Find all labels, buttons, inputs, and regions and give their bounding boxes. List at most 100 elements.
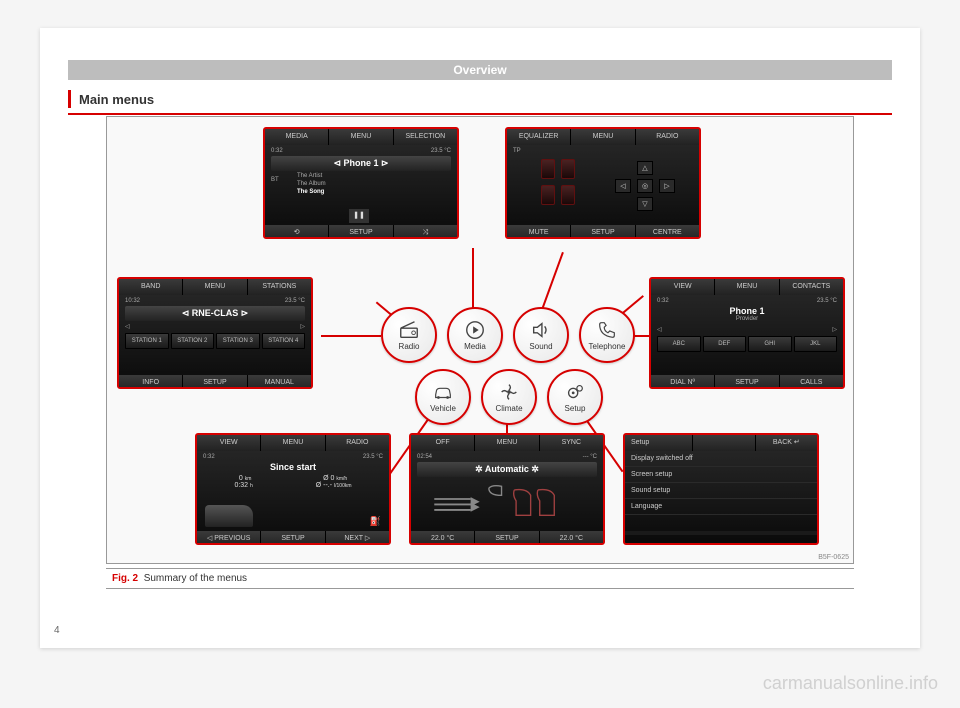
provider: Provider bbox=[657, 316, 837, 324]
tab[interactable]: SETUP bbox=[261, 531, 325, 545]
key[interactable]: GHI bbox=[748, 336, 792, 352]
page-number: 4 bbox=[54, 625, 60, 636]
tab[interactable]: MENU bbox=[475, 435, 539, 451]
artist: The Artist bbox=[297, 173, 451, 181]
screen-vehicle: VIEW MENU RADIO 0:3223.5 °C Since start … bbox=[195, 433, 391, 545]
menu-label: Climate bbox=[495, 404, 522, 413]
preset[interactable]: STATION 4 bbox=[262, 333, 306, 349]
tab[interactable]: SETUP bbox=[329, 225, 393, 239]
tab[interactable]: SELECTION bbox=[394, 129, 457, 145]
menu-media[interactable]: Media bbox=[447, 307, 503, 363]
temp-left[interactable]: 22.0 °C bbox=[411, 531, 475, 545]
image-code: B5F-0625 bbox=[818, 554, 849, 561]
tab[interactable]: EQUALIZER bbox=[507, 129, 571, 145]
screen-media: MEDIA MENU SELECTION 0:3223.5 °C ⊲ Phone… bbox=[263, 127, 459, 239]
title-row: Main menus bbox=[68, 90, 892, 108]
time: 10:32 bbox=[125, 298, 140, 304]
tab[interactable]: CALLS bbox=[780, 375, 843, 389]
next-icon[interactable]: ▷ bbox=[300, 323, 305, 330]
tab[interactable]: SETUP bbox=[183, 375, 247, 389]
car-icon bbox=[432, 381, 454, 403]
next-icon[interactable]: ▷ bbox=[832, 326, 837, 333]
preset[interactable]: STATION 2 bbox=[171, 333, 215, 349]
temp-right[interactable]: 22.0 °C bbox=[540, 531, 603, 545]
menu-vehicle[interactable]: Vehicle bbox=[415, 369, 471, 425]
tab[interactable]: SETUP bbox=[571, 225, 635, 239]
watermark: carmanualsonline.info bbox=[763, 673, 938, 694]
climate-icon bbox=[498, 381, 520, 403]
fuel-icon: ⛽ bbox=[370, 516, 381, 527]
tab[interactable]: RADIO bbox=[636, 129, 699, 145]
tab[interactable]: ◁ PREVIOUS bbox=[197, 531, 261, 545]
key[interactable]: DEF bbox=[703, 336, 747, 352]
temp: 23.5 °C bbox=[363, 454, 383, 460]
tab[interactable]: CONTACTS bbox=[780, 279, 843, 295]
tab[interactable]: BAND bbox=[119, 279, 183, 295]
tab[interactable]: DIAL Nº bbox=[651, 375, 715, 389]
repeat-icon[interactable]: ⟲ bbox=[265, 225, 329, 239]
tab[interactable]: OFF bbox=[411, 435, 475, 451]
tab[interactable]: SYNC bbox=[540, 435, 603, 451]
menu-climate[interactable]: Climate bbox=[481, 369, 537, 425]
tab[interactable]: SETUP bbox=[475, 531, 539, 545]
tab[interactable]: MUTE bbox=[507, 225, 571, 239]
menu-label: Media bbox=[464, 342, 486, 351]
screen-sound: EQUALIZER MENU RADIO TP △ ◁ ◎ ▷ ▽ bbox=[505, 127, 701, 239]
setup-item[interactable]: Display switched off bbox=[625, 451, 817, 467]
tab[interactable]: INFO bbox=[119, 375, 183, 389]
tab[interactable]: RADIO bbox=[326, 435, 389, 451]
tab[interactable]: MENU bbox=[571, 129, 635, 145]
shuffle-icon[interactable]: ⤨ bbox=[394, 225, 457, 239]
tab[interactable]: SETUP bbox=[715, 375, 779, 389]
figure-text: Summary of the menus bbox=[144, 573, 247, 584]
preset[interactable]: STATION 1 bbox=[125, 333, 169, 349]
bt-icon: BT bbox=[271, 177, 279, 183]
tp: TP bbox=[513, 148, 521, 154]
menu-label: Sound bbox=[529, 342, 552, 351]
tab[interactable]: STATIONS bbox=[248, 279, 311, 295]
prev-icon[interactable]: ◁ bbox=[657, 326, 662, 333]
title-underline bbox=[68, 113, 892, 115]
key[interactable]: ABC bbox=[657, 336, 701, 352]
tab[interactable]: MANUAL bbox=[248, 375, 311, 389]
media-icon bbox=[464, 319, 486, 341]
airflow-diagram bbox=[417, 479, 597, 519]
menu-label: Setup bbox=[565, 404, 586, 413]
tab: Setup bbox=[625, 435, 693, 451]
tab[interactable]: MENU bbox=[261, 435, 325, 451]
title-accent bbox=[68, 90, 71, 108]
pause-button[interactable]: ❚❚ bbox=[349, 209, 369, 223]
tab[interactable]: MENU bbox=[715, 279, 779, 295]
stat: 0:32 h bbox=[234, 482, 252, 489]
menu-setup[interactable]: Setup bbox=[547, 369, 603, 425]
tab[interactable]: VIEW bbox=[197, 435, 261, 451]
setup-item[interactable]: Language bbox=[625, 499, 817, 515]
back-button[interactable]: BACK ↵ bbox=[756, 435, 817, 451]
preset[interactable]: STATION 3 bbox=[216, 333, 260, 349]
tab[interactable]: VIEW bbox=[651, 279, 715, 295]
tab[interactable]: MENU bbox=[329, 129, 393, 145]
tab[interactable]: NEXT ▷ bbox=[326, 531, 389, 545]
connector bbox=[321, 335, 381, 337]
temp: 23.5 °C bbox=[285, 298, 305, 304]
dpad[interactable]: △ ◁ ◎ ▷ ▽ bbox=[615, 161, 675, 211]
setup-item[interactable]: Sound setup bbox=[625, 483, 817, 499]
setup-item[interactable]: Screen setup bbox=[625, 467, 817, 483]
menu-telephone[interactable]: Telephone bbox=[579, 307, 635, 363]
key[interactable]: JKL bbox=[794, 336, 838, 352]
song: The Song bbox=[297, 189, 451, 197]
time: 0:32 bbox=[657, 298, 669, 304]
menu-radio[interactable]: Radio bbox=[381, 307, 437, 363]
phone-name: Phone 1 bbox=[657, 306, 837, 316]
tab[interactable]: MENU bbox=[183, 279, 247, 295]
menu-label: Telephone bbox=[589, 342, 626, 351]
stat: Ø 0 km/h bbox=[323, 475, 347, 482]
album: The Album bbox=[297, 181, 451, 189]
tab[interactable]: CENTRE bbox=[636, 225, 699, 239]
radio-icon bbox=[398, 319, 420, 341]
prev-icon[interactable]: ◁ bbox=[125, 323, 130, 330]
menu-sound[interactable]: Sound bbox=[513, 307, 569, 363]
screen-radio: BAND MENU STATIONS 10:3223.5 °C ⊲ RNE-CL… bbox=[117, 277, 313, 389]
tab[interactable]: MEDIA bbox=[265, 129, 329, 145]
screen-setup: Setup BACK ↵ Display switched off Screen… bbox=[623, 433, 819, 545]
